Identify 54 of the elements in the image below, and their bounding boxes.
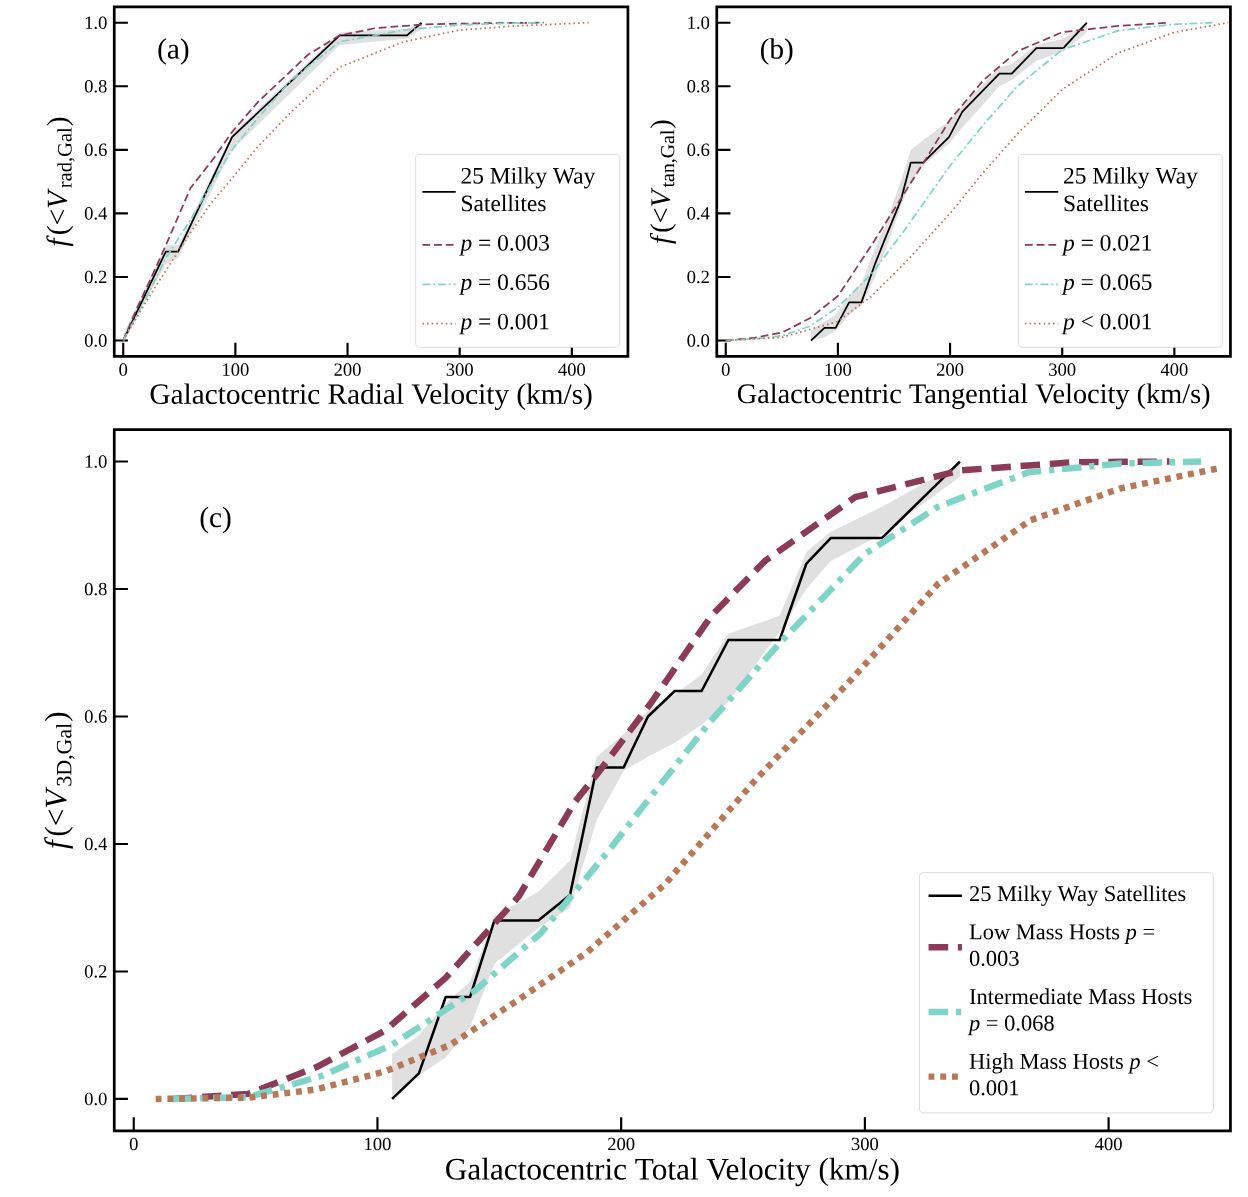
legend-label: p = 0.656: [459, 274, 550, 295]
y-tick-label: 1.0: [688, 16, 710, 29]
legend-label: p < 0.001: [1061, 313, 1152, 335]
x-tick-label: 200: [936, 363, 964, 376]
legend-label: p = 0.065: [1061, 274, 1152, 295]
x-axis-title: Galactocentric Total Velocity (km/s): [446, 1157, 899, 1187]
y-axis-title: f(<V$_{3D,Gal}$): [44, 712, 75, 849]
y-tick-label: 0.0: [84, 334, 107, 347]
annotation: (c): [200, 506, 231, 534]
text: Low Mass Hosts p = 0.003: [969, 924, 1155, 966]
x-tick-label: 400: [1160, 363, 1188, 376]
x-tick-label: 400: [558, 363, 586, 376]
x-tick-label: 300: [446, 363, 473, 376]
y-tick-label: 0.0: [687, 334, 710, 347]
text: High Mass Hosts p < 0.001: [969, 1052, 1158, 1096]
x-tick-label: 0: [721, 363, 730, 376]
y-tick-label: 0.8: [84, 79, 107, 93]
x-axis-title: Galactocentric Radial Velocity (km/s): [150, 383, 592, 410]
legend-label: p = 0.001: [459, 313, 549, 335]
x-tick-label: 0: [119, 363, 128, 376]
y-tick-label: 0.4: [84, 837, 108, 851]
x-axis-title: Galactocentric Tangential Velocity (km/s): [737, 383, 1210, 410]
y-tick-label: 0.6: [84, 143, 107, 157]
annotation: (b): [760, 38, 793, 65]
legend-label: Intermediate Mass Hosts p = 0.068: [967, 988, 1192, 1036]
x-tick-label: 400: [1095, 1137, 1122, 1151]
y-tick-label: 0.8: [687, 79, 710, 93]
x-tick-label: 100: [825, 363, 852, 376]
annotation: (a): [158, 38, 189, 65]
x-tick-label: 100: [365, 1137, 391, 1151]
x-tick-label: 100: [223, 363, 249, 376]
y-tick-label: 0.8: [84, 582, 107, 596]
y-tick-label: 0.6: [687, 143, 710, 157]
y-tick-label: 0.4: [84, 206, 108, 220]
x-tick-label: 300: [1049, 363, 1076, 376]
y-axis-title: f(<V$_{tan,Gal}$): [649, 120, 678, 244]
legend-label: 25 Milky Way Satellites: [461, 167, 596, 212]
x-tick-label: 300: [851, 1137, 879, 1151]
y-axis-title: f(<V$_{rad,Gal}$): [46, 117, 75, 247]
y-tick-label: 0.4: [687, 206, 710, 220]
y-tick-label: 1.0: [85, 455, 107, 468]
x-tick-label: 200: [334, 363, 361, 376]
legend-label: 25 Milky Way Satellites: [1064, 167, 1198, 212]
y-tick-label: 0.2: [687, 270, 709, 284]
y-tick-label: 1.0: [85, 16, 107, 29]
y-tick-label: 0.2: [84, 270, 107, 284]
x-tick-label: 0: [129, 1137, 138, 1151]
legend-label: p = 0.021: [1061, 234, 1152, 256]
x-tick-label: 200: [608, 1137, 635, 1151]
y-tick-label: 0.2: [84, 965, 107, 978]
y-tick-label: 0.0: [84, 1092, 107, 1106]
legend-label: 25 Milky Way Satellites: [969, 885, 1186, 906]
y-tick-label: 0.6: [84, 710, 107, 723]
legend-label: p = 0.003: [459, 234, 549, 256]
